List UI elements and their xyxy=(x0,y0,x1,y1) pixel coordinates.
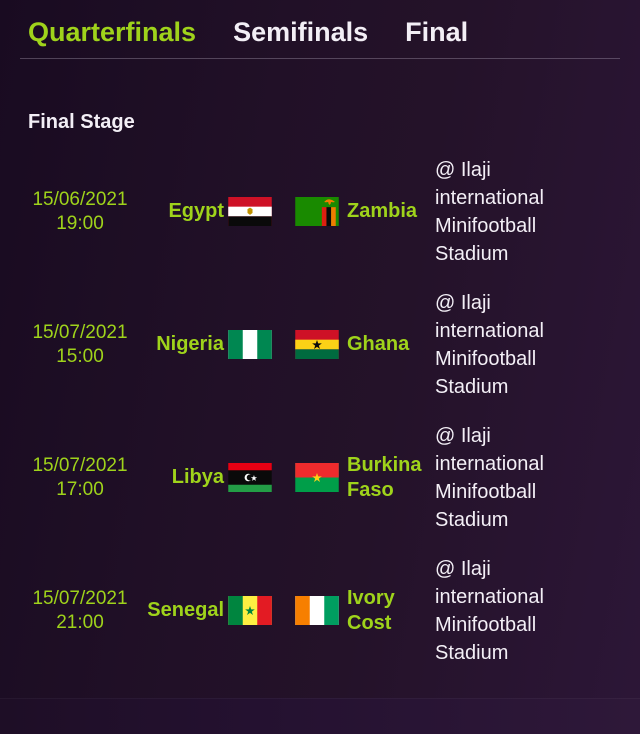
tab-semifinals[interactable]: Semifinals xyxy=(233,17,369,47)
match-row[interactable]: 15/07/2021 17:00 Libya Burkina Faso @ Il… xyxy=(0,411,640,544)
match-time: 21:00 xyxy=(56,611,104,633)
match-time: 15:00 xyxy=(56,345,104,367)
match-datetime: 15/07/2021 17:00 xyxy=(20,454,140,502)
tab-quarterfinals[interactable]: Quarterfinals xyxy=(28,17,197,47)
match-date: 15/07/2021 xyxy=(32,587,128,609)
home-flag-cell xyxy=(224,463,274,492)
match-venue: @ Ilaji international Minifootball Stadi… xyxy=(435,158,544,265)
away-flag-cell xyxy=(274,197,342,226)
match-date: 15/07/2021 xyxy=(32,454,128,476)
home-flag-cell xyxy=(224,596,274,625)
match-row[interactable]: 15/06/2021 19:00 Egypt Zambia @ Ilaji in… xyxy=(0,145,640,278)
match-datetime: 15/07/2021 21:00 xyxy=(20,587,140,635)
match-date: 15/07/2021 xyxy=(32,321,128,343)
section-title: Final Stage xyxy=(28,111,135,133)
match-datetime: 15/06/2021 19:00 xyxy=(20,188,140,236)
match-row[interactable]: 15/07/2021 21:00 Senegal Ivory Cost @ Il… xyxy=(0,544,640,677)
away-team-name: Ivory Cost xyxy=(347,586,395,634)
stage-tabs: Quarterfinals Semifinals Final xyxy=(0,0,640,48)
match-time: 17:00 xyxy=(56,478,104,500)
match-venue: @ Ilaji international Minifootball Stadi… xyxy=(435,291,544,398)
ghana-flag-icon xyxy=(295,330,339,359)
match-venue: @ Ilaji international Minifootball Stadi… xyxy=(435,557,544,664)
senegal-flag-icon xyxy=(228,596,272,625)
tabs-divider xyxy=(20,58,620,59)
nigeria-flag-icon xyxy=(228,330,272,359)
away-team-name: Zambia xyxy=(347,200,418,222)
home-team-name: Egypt xyxy=(168,200,224,222)
away-flag-cell xyxy=(274,596,342,625)
away-flag-cell xyxy=(274,463,342,492)
home-team-name: Senegal xyxy=(147,599,224,621)
away-team-name: Burkina Faso xyxy=(347,453,422,501)
burkina-faso-flag-icon xyxy=(295,463,339,492)
match-venue: @ Ilaji international Minifootball Stadi… xyxy=(435,424,544,531)
away-flag-cell xyxy=(274,330,342,359)
bottom-band xyxy=(0,698,640,734)
egypt-flag-icon xyxy=(228,197,272,226)
home-team-name: Nigeria xyxy=(156,333,224,355)
match-list: 15/06/2021 19:00 Egypt Zambia @ Ilaji in… xyxy=(0,145,640,677)
tab-final[interactable]: Final xyxy=(405,17,469,47)
match-datetime: 15/07/2021 15:00 xyxy=(20,321,140,369)
away-team-name: Ghana xyxy=(347,333,410,355)
ivory-coast-flag-icon xyxy=(295,596,339,625)
home-flag-cell xyxy=(224,197,274,226)
match-date: 15/06/2021 xyxy=(32,188,128,210)
home-team-name: Libya xyxy=(171,466,224,488)
match-row[interactable]: 15/07/2021 15:00 Nigeria Ghana @ Ilaji i… xyxy=(0,278,640,411)
home-flag-cell xyxy=(224,330,274,359)
match-time: 19:00 xyxy=(56,212,104,234)
libya-flag-icon xyxy=(228,463,272,492)
zambia-flag-icon xyxy=(295,197,339,226)
